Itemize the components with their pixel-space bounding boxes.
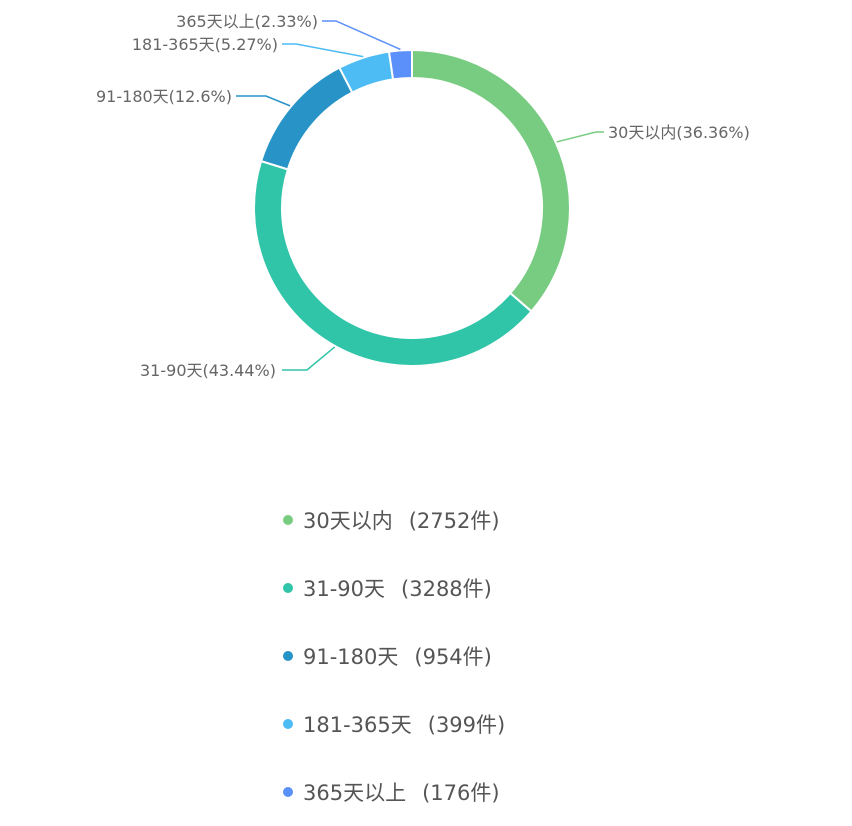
- slice-label: 30天以内(36.36%): [608, 123, 750, 142]
- legend-item[interactable]: 91-180天 (954件): [283, 622, 505, 690]
- legend-item[interactable]: 30天以内 (2752件): [283, 486, 505, 554]
- legend-item[interactable]: 365天以上 (176件): [283, 758, 505, 826]
- label-leader-line: [282, 346, 336, 371]
- legend-label: 181-365天: [303, 713, 412, 737]
- legend-count: (2752件): [408, 509, 500, 533]
- legend-dot-icon: [283, 719, 293, 729]
- label-leader-line: [322, 20, 401, 51]
- donut-chart: 30天以内(36.36%) 31-90天(43.44%) 91-180天(12.6%…: [96, 12, 750, 380]
- legend-count: (3288件): [401, 577, 492, 601]
- legend-item[interactable]: 181-365天 (399件): [283, 690, 505, 758]
- legend-item[interactable]: 31-90天 (3288件): [283, 554, 505, 622]
- legend-dot-icon: [283, 583, 293, 593]
- legend-count: (954件): [414, 645, 492, 669]
- legend-dot-icon: [283, 651, 293, 661]
- label-leader-line: [556, 131, 604, 143]
- label-leader-line: [282, 43, 364, 58]
- label-leader-line: [236, 95, 291, 107]
- legend-label: 30天以内: [303, 509, 393, 533]
- slice-label: 365天以上(2.33%): [176, 12, 318, 31]
- donut-slice[interactable]: [387, 48, 413, 81]
- legend-label: 91-180天: [303, 645, 399, 669]
- slice-label: 181-365天(5.27%): [132, 35, 278, 54]
- legend-count: (176件): [422, 781, 500, 805]
- legend-label: 31-90天: [303, 577, 386, 601]
- chart-legend: 30天以内 (2752件) 31-90天 (3288件) 91-180天 (954件) 18…: [283, 486, 505, 826]
- slice-label: 91-180天(12.6%): [96, 87, 232, 106]
- legend-dot-icon: [283, 787, 293, 797]
- legend-label: 365天以上: [303, 781, 407, 805]
- donut-slice[interactable]: [259, 66, 354, 171]
- slice-label: 31-90天(43.44%): [140, 361, 276, 380]
- donut-slice[interactable]: [411, 48, 571, 313]
- legend-dot-icon: [283, 515, 293, 525]
- legend-count: (399件): [427, 713, 506, 737]
- donut-slice[interactable]: [253, 159, 533, 367]
